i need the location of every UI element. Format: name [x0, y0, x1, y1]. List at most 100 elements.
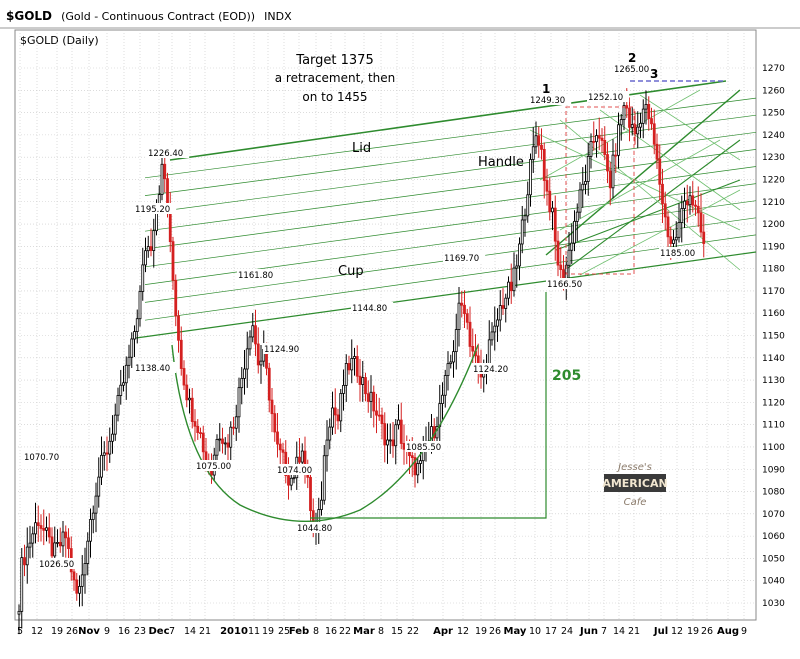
- candle-body: [325, 439, 329, 457]
- fan-line: [567, 139, 741, 269]
- candle-body: [617, 124, 620, 156]
- price-label-bg: [147, 147, 190, 158]
- candle-body: [394, 424, 398, 447]
- candle-body: [218, 438, 222, 441]
- price-label-bg: [237, 269, 280, 280]
- channel-line: [144, 166, 757, 250]
- price-label-bg: [134, 362, 177, 373]
- candle-body: [644, 103, 648, 110]
- candle-body: [163, 163, 167, 180]
- candle-body: [647, 103, 651, 119]
- candle-body: [303, 450, 307, 466]
- price-label-bg: [659, 247, 702, 258]
- wave-label-3: 3: [650, 67, 658, 81]
- candle-body: [388, 439, 392, 442]
- candle-body: [636, 126, 640, 135]
- x-tick-label: 25: [278, 626, 290, 637]
- x-tick-label: Aug: [717, 626, 739, 637]
- price-label: 1124.20: [473, 365, 508, 375]
- y-tick-label: 1240: [762, 131, 785, 141]
- y-tick-label: 1090: [762, 465, 785, 475]
- candle-body: [518, 243, 521, 267]
- x-tick-label: 19: [51, 626, 63, 637]
- candle-body: [567, 249, 571, 266]
- x-tick-label: 19: [475, 626, 487, 637]
- candle-body: [578, 189, 582, 213]
- logo-bottom: Cafe: [624, 497, 647, 508]
- candle-body: [507, 281, 510, 299]
- candle-body: [509, 281, 513, 292]
- candle-body: [399, 419, 403, 444]
- candle-body: [336, 414, 340, 422]
- candle-body: [67, 537, 70, 549]
- candle-body: [603, 140, 607, 155]
- candle-body: [534, 135, 538, 148]
- price-labels: 1070.70 1026.50 1195.20 1226.40 1138.40 1075.…: [23, 63, 702, 570]
- candle-body: [237, 387, 241, 418]
- candle-body: [267, 367, 271, 401]
- x-tick-label: 12: [457, 626, 469, 637]
- x-tick-label: 11: [248, 626, 260, 637]
- candle-body: [504, 297, 508, 309]
- candle-body: [553, 207, 557, 242]
- x-tick-label: 14: [613, 626, 625, 637]
- candle-body: [380, 414, 384, 425]
- x-tick-label: 21: [199, 626, 211, 637]
- candle-body: [300, 450, 304, 463]
- annotation-lid: Lid: [352, 141, 371, 156]
- price-label: 1124.90: [264, 345, 299, 355]
- candle-body: [589, 140, 593, 157]
- candle-body: [273, 413, 277, 433]
- candle-body: [353, 356, 356, 359]
- candle-body: [229, 426, 233, 448]
- price-label: 1169.70: [444, 254, 479, 264]
- price-label-bg: [296, 522, 339, 533]
- candle-body: [369, 391, 373, 402]
- candle-body: [119, 384, 123, 396]
- price-label-bg: [472, 363, 515, 374]
- price-label: 1252.10: [588, 93, 623, 103]
- price-label-bg: [38, 558, 81, 569]
- candle-body: [674, 236, 678, 241]
- candle-body: [364, 377, 367, 395]
- x-tick-label: 16: [325, 626, 337, 637]
- candle-body: [559, 264, 563, 271]
- candle-body: [284, 451, 288, 477]
- y-tick-label: 1220: [762, 175, 785, 185]
- candle-body: [600, 137, 604, 141]
- y-tick-label: 1270: [762, 64, 785, 74]
- candle-body: [677, 222, 681, 238]
- candle-body: [625, 105, 629, 109]
- candle-body: [146, 246, 150, 252]
- candle-body: [446, 363, 450, 376]
- price-label: 1144.80: [352, 304, 387, 314]
- candle-body: [141, 264, 145, 292]
- candle-body: [413, 457, 417, 476]
- candle-body: [669, 236, 673, 244]
- price-label: 1226.40: [148, 149, 183, 159]
- candle-body: [650, 118, 653, 125]
- candle-body: [31, 533, 35, 544]
- candle-body: [331, 407, 334, 428]
- candle-body: [298, 456, 301, 463]
- candle-body: [292, 477, 296, 480]
- candle-body: [391, 439, 395, 447]
- x-tick-label: Jun: [579, 626, 598, 637]
- candle-body: [471, 346, 475, 352]
- candle-body: [655, 143, 659, 160]
- candle-body: [193, 421, 197, 427]
- candle-body: [234, 416, 238, 429]
- x-tick-label: 22: [407, 626, 419, 637]
- candle-body: [443, 375, 447, 396]
- candle-body: [25, 546, 29, 566]
- candle-body: [199, 432, 202, 434]
- x-tick-label: 14: [184, 626, 196, 637]
- y-tick-label: 1230: [762, 153, 785, 163]
- candle-body: [476, 355, 480, 365]
- candle-body: [672, 239, 675, 244]
- header-description: (Gold - Continuous Contract (EOD)): [61, 10, 255, 23]
- candle-body: [606, 154, 609, 172]
- candle-body: [127, 356, 131, 366]
- candle-body: [226, 442, 230, 448]
